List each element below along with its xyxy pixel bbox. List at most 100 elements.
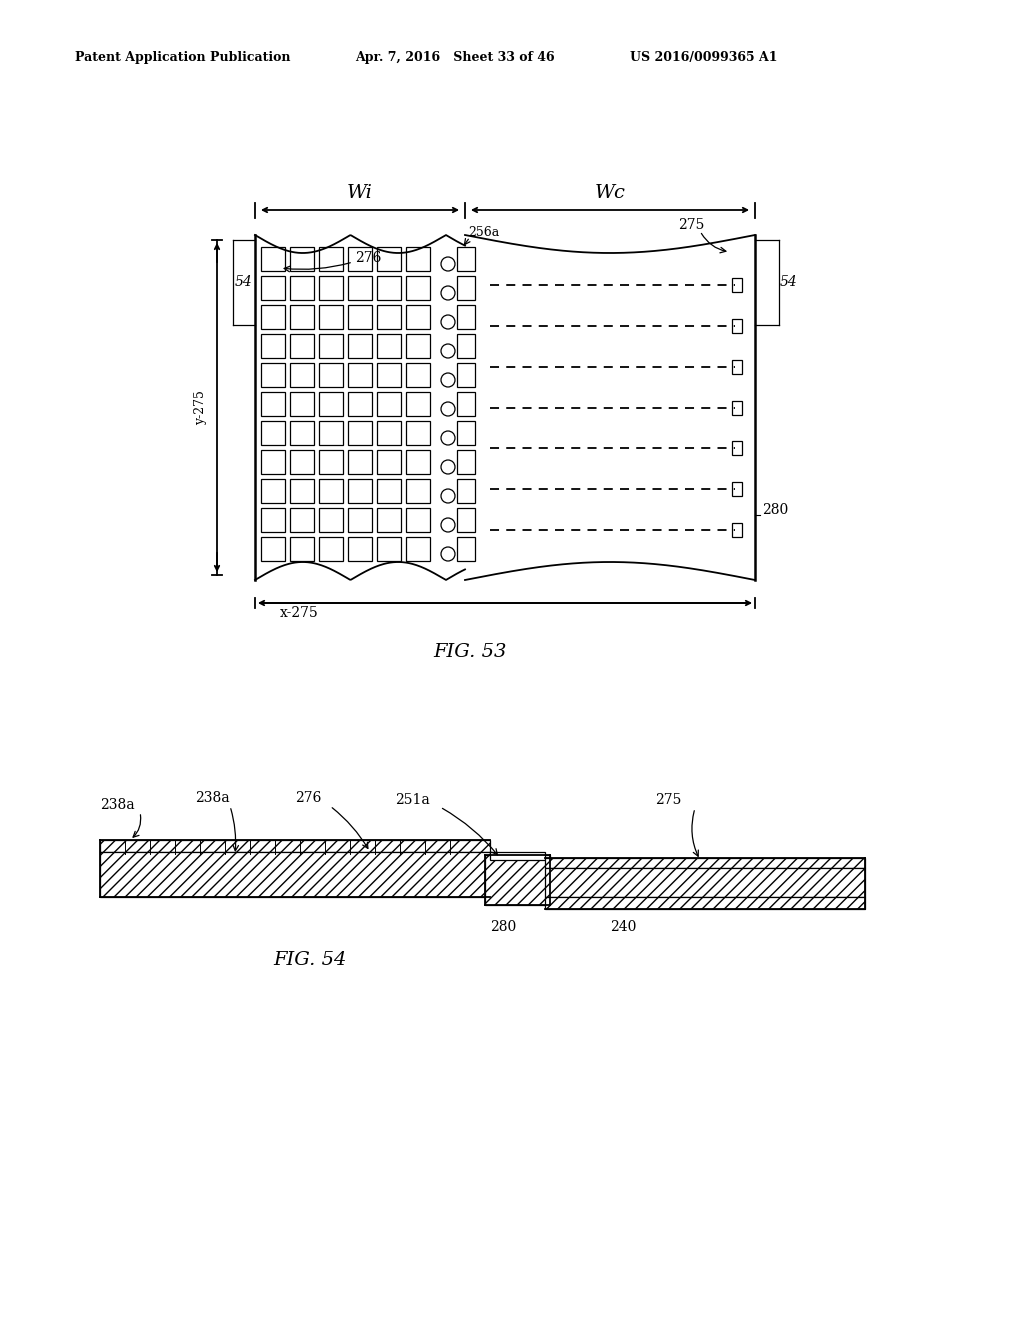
Bar [319, 305, 343, 329]
Bar [377, 305, 401, 329]
Bar [377, 450, 401, 474]
Bar [377, 537, 401, 561]
Text: Patent Application Publication: Patent Application Publication [75, 50, 291, 63]
Bar [290, 508, 314, 532]
Bar [457, 334, 475, 358]
Bar [732, 279, 742, 292]
Bar [100, 851, 490, 898]
Bar [348, 508, 372, 532]
Bar [406, 450, 430, 474]
Bar [348, 363, 372, 387]
Bar [319, 421, 343, 445]
Bar [261, 247, 285, 271]
Bar [261, 479, 285, 503]
Bar [377, 479, 401, 503]
Bar [290, 450, 314, 474]
Bar [406, 247, 430, 271]
Bar [100, 840, 490, 851]
Bar [377, 421, 401, 445]
Bar [290, 363, 314, 387]
Bar [348, 305, 372, 329]
Bar [290, 276, 314, 300]
Bar [457, 276, 475, 300]
Bar [485, 855, 550, 906]
Text: 275: 275 [655, 793, 681, 807]
Text: US 2016/0099365 A1: US 2016/0099365 A1 [630, 50, 777, 63]
Bar [732, 319, 742, 333]
Bar [290, 421, 314, 445]
Bar [348, 421, 372, 445]
Bar [319, 537, 343, 561]
Text: FIG. 53: FIG. 53 [433, 643, 507, 661]
Bar [261, 305, 285, 329]
Bar [406, 508, 430, 532]
Bar [348, 334, 372, 358]
Bar [457, 305, 475, 329]
Bar [457, 537, 475, 561]
Bar [261, 363, 285, 387]
Bar [457, 479, 475, 503]
Bar [290, 247, 314, 271]
Text: FIG. 54: FIG. 54 [273, 950, 347, 969]
Bar [377, 276, 401, 300]
Bar [377, 508, 401, 532]
Bar [290, 334, 314, 358]
Bar [348, 537, 372, 561]
Bar [406, 334, 430, 358]
Bar [457, 363, 475, 387]
Text: Apr. 7, 2016   Sheet 33 of 46: Apr. 7, 2016 Sheet 33 of 46 [355, 50, 555, 63]
Bar [319, 247, 343, 271]
Bar [732, 482, 742, 496]
Bar [290, 537, 314, 561]
Text: Wi: Wi [347, 183, 373, 202]
Text: 238a: 238a [195, 791, 229, 805]
Bar [261, 450, 285, 474]
Bar [319, 508, 343, 532]
Bar [261, 421, 285, 445]
Bar [732, 400, 742, 414]
Bar [319, 276, 343, 300]
Text: 280: 280 [490, 920, 516, 935]
Bar [377, 363, 401, 387]
Bar [290, 392, 314, 416]
Text: 280: 280 [762, 503, 788, 517]
Bar [319, 450, 343, 474]
Bar [406, 537, 430, 561]
Bar [261, 276, 285, 300]
Bar [377, 392, 401, 416]
Bar [377, 334, 401, 358]
Bar [377, 247, 401, 271]
Text: x-275: x-275 [280, 606, 318, 620]
Text: 238a: 238a [100, 799, 134, 812]
Text: 276: 276 [295, 791, 322, 805]
Bar [290, 479, 314, 503]
Text: 276: 276 [355, 251, 381, 265]
Bar [261, 508, 285, 532]
Bar [261, 537, 285, 561]
Bar [457, 450, 475, 474]
Bar [348, 247, 372, 271]
Bar [732, 441, 742, 455]
Bar [406, 479, 430, 503]
Bar [545, 898, 865, 909]
Bar [348, 276, 372, 300]
Bar [490, 851, 545, 861]
Text: 251a: 251a [395, 793, 430, 807]
Bar [406, 363, 430, 387]
Bar [732, 359, 742, 374]
Text: 275: 275 [678, 218, 705, 232]
Bar [457, 392, 475, 416]
Bar [348, 479, 372, 503]
Bar [406, 276, 430, 300]
Text: 240: 240 [610, 920, 636, 935]
Text: 54: 54 [780, 276, 798, 289]
Bar [348, 392, 372, 416]
Bar [319, 363, 343, 387]
Bar [406, 392, 430, 416]
Bar [261, 392, 285, 416]
Bar [348, 450, 372, 474]
Text: 256a: 256a [468, 226, 500, 239]
Bar [545, 858, 865, 869]
Bar [457, 421, 475, 445]
Bar [732, 523, 742, 537]
